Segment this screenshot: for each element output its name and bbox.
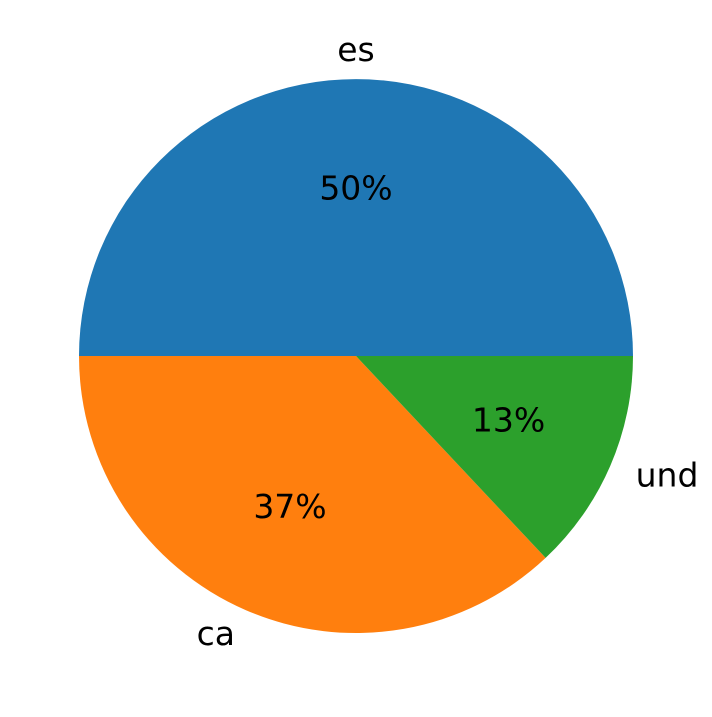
pie-slice (356, 356, 633, 558)
pie-slice (79, 356, 546, 634)
pie-slice (79, 79, 633, 356)
category-label: es (337, 30, 375, 69)
category-label: ca (197, 614, 235, 653)
percent-label: 50% (319, 168, 392, 207)
percent-label: 13% (472, 401, 545, 440)
percent-label: 37% (253, 487, 326, 526)
category-label: und (636, 456, 699, 495)
